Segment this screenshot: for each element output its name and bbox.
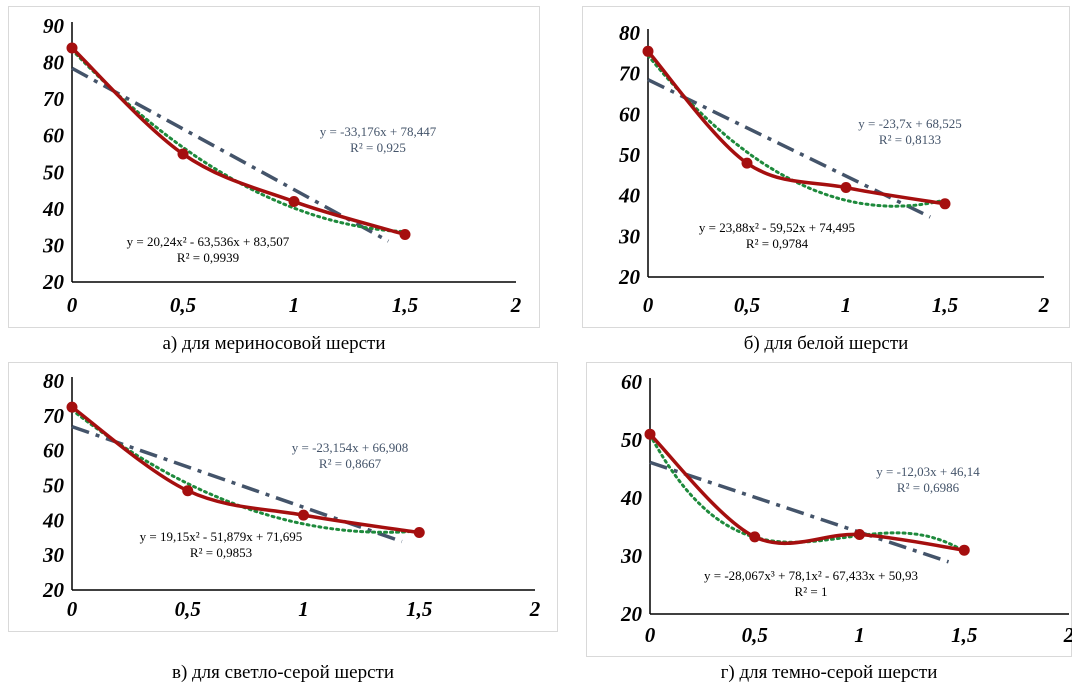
y-tick-label: 50 <box>43 160 65 184</box>
y-tick-label: 20 <box>42 578 65 602</box>
y-tick-label: 40 <box>42 197 65 221</box>
data-point <box>66 401 78 413</box>
data-point <box>741 157 753 169</box>
data-point <box>840 182 852 194</box>
polynomial-equation-label: y = 20,24x² - 63,536x + 83,507 <box>127 234 290 249</box>
polynomial-equation-label: y = 19,15x² - 51,879x + 71,695 <box>140 529 303 544</box>
data-series-line <box>70 46 406 237</box>
linear-equation-label: y = -12,03x + 46,14 <box>876 464 980 479</box>
data-series-line <box>648 432 965 552</box>
y-tick-label: 80 <box>43 51 65 75</box>
y-tick-label: 20 <box>618 265 641 289</box>
y-tick-label: 20 <box>42 270 65 294</box>
x-tick-label: 2 <box>1038 293 1050 317</box>
y-tick-label: 90 <box>43 14 65 38</box>
chart-frame-b <box>582 6 1070 328</box>
y-tick-label: 30 <box>618 224 641 248</box>
data-point <box>958 544 970 556</box>
caption-light-grey: в) для светло-серой шерсти <box>171 662 395 683</box>
linear-r2-label: R² = 0,925 <box>350 140 406 155</box>
y-tick-label: 20 <box>620 602 643 626</box>
linear-r2-label: R² = 0,6986 <box>897 480 960 495</box>
data-series-line <box>70 405 420 535</box>
data-series-line <box>646 50 946 206</box>
y-tick-label: 30 <box>620 544 643 568</box>
polynomial-equation-label: y = -28,067x³ + 78,1x² - 67,433x + 50,93 <box>704 568 918 583</box>
y-tick-label: 50 <box>619 143 641 167</box>
x-tick-label: 2 <box>1063 623 1072 647</box>
y-tick-label: 70 <box>43 87 65 111</box>
linear-r2-label: R² = 0,8133 <box>879 132 941 147</box>
x-tick-label: 0,5 <box>175 597 201 621</box>
data-point <box>288 196 300 208</box>
polynomial-trendline <box>70 408 421 534</box>
linear-trendline <box>649 460 950 564</box>
x-tick-label: 1 <box>854 623 865 647</box>
y-tick-label: 60 <box>43 439 65 463</box>
y-tick-label: 70 <box>619 62 641 86</box>
data-point <box>749 531 761 543</box>
x-tick-label: 2 <box>529 597 541 621</box>
x-tick-label: 2 <box>510 293 522 317</box>
y-tick-label: 60 <box>621 370 643 394</box>
linear-equation-label: y = -23,154x + 66,908 <box>292 440 409 455</box>
data-point <box>177 148 189 160</box>
data-point <box>298 509 309 521</box>
y-tick-label: 50 <box>43 474 65 498</box>
x-tick-label: 0 <box>643 293 654 317</box>
caption-dark-grey: г) для темно-серой шерсти <box>720 662 938 683</box>
chart-frame-d <box>586 362 1072 657</box>
x-tick-label: 1 <box>841 293 852 317</box>
data-point <box>642 45 654 57</box>
chart-frame-a <box>8 6 540 328</box>
chart-merino: 20 30 40 50 60 70 80 90 0 0,5 1 1,5 2 y = -33,176x + … <box>42 14 522 317</box>
data-point <box>644 428 656 440</box>
x-tick-label: 1,5 <box>392 293 418 317</box>
caption-merino: а) для мериносовой шерсти <box>162 333 386 354</box>
y-tick-label: 60 <box>43 124 65 148</box>
x-tick-label: 1,5 <box>951 623 977 647</box>
y-tick-label: 30 <box>42 233 65 257</box>
x-tick-label: 0 <box>67 293 78 317</box>
y-tick-label: 40 <box>42 508 65 532</box>
polynomial-r2-label: R² = 1 <box>795 584 828 599</box>
linear-equation-label: y = -23,7x + 68,525 <box>858 116 962 131</box>
x-tick-label: 0,5 <box>734 293 760 317</box>
polynomial-equation-label: y = 23,88x² - 59,52x + 74,495 <box>699 220 855 235</box>
y-tick-label: 80 <box>43 369 65 393</box>
linear-trendline <box>71 66 390 243</box>
caption-white: б) для белой шерсти <box>743 333 909 354</box>
x-tick-label: 0,5 <box>742 623 768 647</box>
data-point <box>939 198 951 210</box>
polynomial-r2-label: R² = 0,9939 <box>177 250 239 265</box>
chart-frame-c <box>8 362 558 632</box>
x-tick-label: 1,5 <box>406 597 432 621</box>
y-tick-label: 40 <box>620 486 643 510</box>
y-tick-label: 80 <box>619 21 641 45</box>
y-tick-label: 40 <box>618 184 641 208</box>
y-tick-label: 60 <box>619 102 641 126</box>
y-tick-label: 30 <box>42 543 65 567</box>
y-tick-label: 70 <box>43 404 65 428</box>
x-tick-label: 1,5 <box>932 293 958 317</box>
x-tick-label: 1 <box>298 597 309 621</box>
linear-equation-label: y = -33,176x + 78,447 <box>320 124 437 139</box>
x-tick-label: 0 <box>645 623 656 647</box>
x-tick-label: 1 <box>289 293 300 317</box>
data-point <box>413 527 425 539</box>
x-tick-label: 0 <box>67 597 78 621</box>
x-tick-label: 0,5 <box>170 293 196 317</box>
data-point <box>399 228 411 240</box>
chart-white: 20 30 40 50 60 70 80 0 0,5 1 1,5 2 y = -23,7x + 68,5… <box>618 21 1050 317</box>
chart-light-grey: 20 30 40 50 60 70 80 0 0,5 1 1,5 2 y = -23,154x + 66… <box>42 369 541 621</box>
data-point <box>854 529 865 541</box>
data-point <box>182 485 194 497</box>
linear-r2-label: R² = 0,8667 <box>319 456 382 471</box>
data-point <box>66 42 78 54</box>
y-tick-label: 50 <box>621 428 643 452</box>
polynomial-r2-label: R² = 0,9853 <box>190 545 252 560</box>
polynomial-r2-label: R² = 0,9784 <box>746 236 809 251</box>
